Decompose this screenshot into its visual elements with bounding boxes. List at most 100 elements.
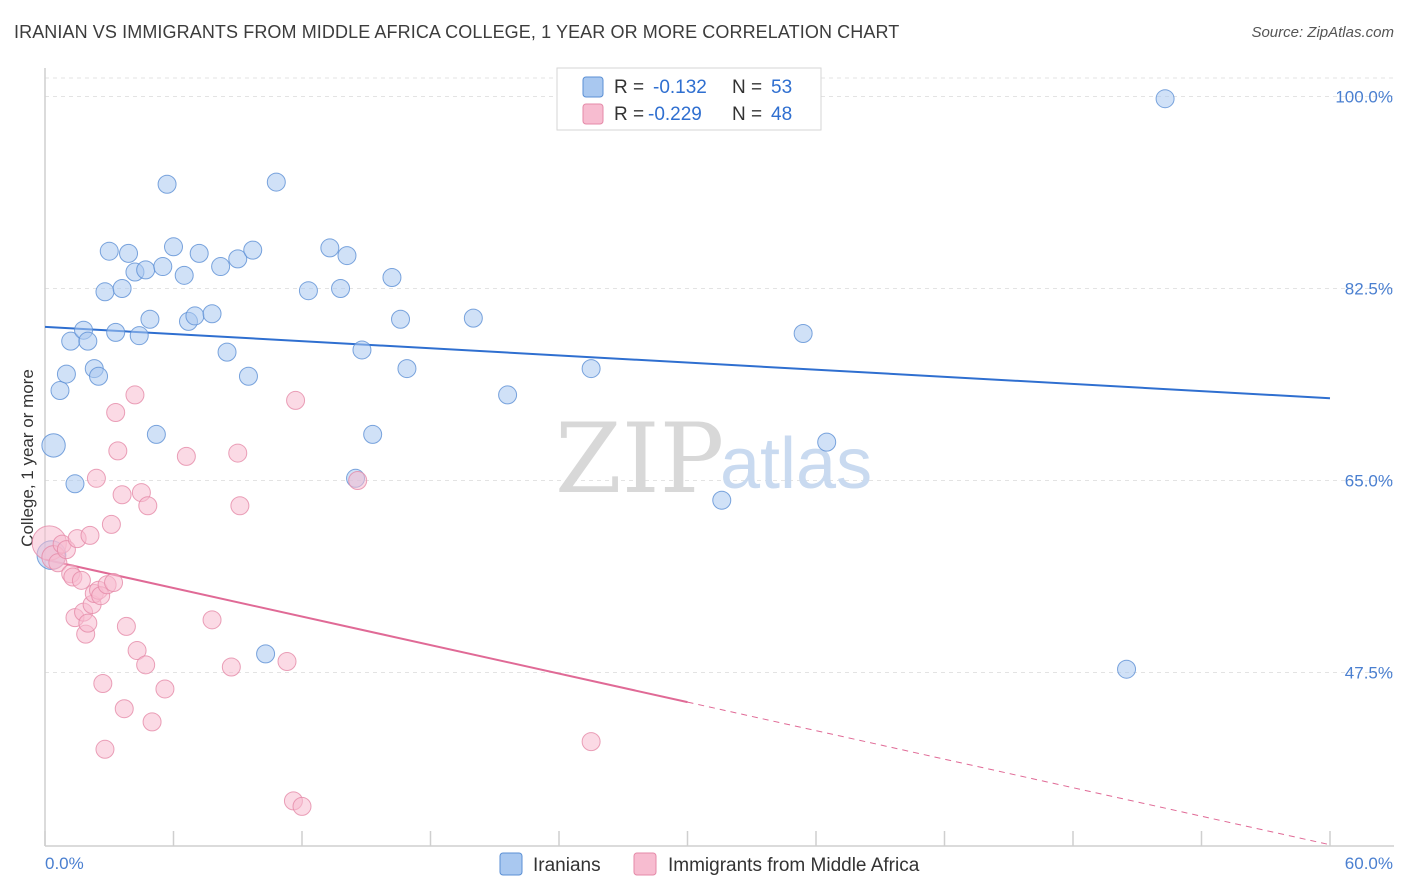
middle-africa-point	[142, 712, 162, 732]
iranians-point	[1155, 89, 1175, 109]
points-layer	[31, 89, 1175, 816]
series-swatch-iranians	[499, 852, 523, 876]
series-label-middle-africa: Immigrants from Middle Africa	[668, 855, 920, 876]
iranians-point	[136, 260, 156, 280]
iranians-point	[119, 243, 139, 263]
iranians-point	[352, 340, 372, 360]
iranians-point	[243, 240, 263, 260]
iranians-point	[189, 243, 209, 263]
iranians-point	[78, 331, 98, 351]
iranians-point	[164, 237, 183, 257]
middle-africa-point	[95, 739, 115, 759]
legend-r-label: R =	[614, 77, 644, 98]
middle-africa-point	[277, 652, 297, 672]
watermark-atlas: atlas	[720, 424, 872, 504]
y-tick-label: 47.5%	[1345, 664, 1393, 683]
iranians-point	[320, 238, 340, 258]
axis-layer: College, 1 year or more 0.0% 60.0%	[18, 68, 1394, 873]
iranians-point	[56, 364, 76, 384]
iranians-point	[397, 359, 417, 379]
iranians-point	[217, 342, 237, 362]
middle-africa-point	[80, 525, 100, 545]
legend-r-value: -0.132	[653, 77, 707, 98]
middle-africa-point	[112, 485, 132, 505]
middle-africa-trend-line-extension	[687, 701, 1331, 846]
middle-africa-point	[221, 657, 241, 677]
middle-africa-point	[101, 514, 121, 534]
x-tick-label-max: 60.0%	[1345, 854, 1393, 873]
series-legend: Iranians Immigrants from Middle Africa	[499, 852, 920, 876]
iranians-point	[50, 381, 70, 401]
middle-africa-point	[93, 673, 113, 693]
source-credit: Source: ZipAtlas.com	[1251, 24, 1394, 41]
iranians-point	[89, 366, 109, 386]
middle-africa-point	[292, 796, 312, 816]
y-axis-title: College, 1 year or more	[18, 369, 37, 547]
iranians-point	[337, 246, 357, 266]
watermark: ZIP atlas	[555, 403, 872, 515]
legend-n-value: 48	[771, 104, 792, 125]
x-tick-label-min: 0.0%	[45, 854, 84, 873]
iranians-point	[463, 308, 483, 328]
iranians-point	[65, 474, 85, 494]
iranians-point	[391, 309, 411, 329]
legend-swatch-middle-africa	[582, 103, 604, 125]
iranians-point	[238, 366, 258, 386]
middle-africa-point	[127, 641, 147, 661]
iranians-point	[581, 359, 601, 379]
iranians-point	[157, 174, 177, 194]
iranians-point	[363, 424, 383, 444]
middle-africa-point	[104, 573, 124, 593]
iranians-point	[185, 306, 205, 326]
iranians-point	[382, 268, 402, 288]
iranians-point	[298, 281, 318, 301]
iranians-point	[129, 326, 149, 346]
middle-africa-point	[78, 613, 98, 633]
legend-n-label: N =	[732, 104, 762, 125]
series-swatch-middle-africa	[633, 852, 657, 876]
middle-africa-point	[48, 553, 68, 573]
legend-n-value: 53	[771, 77, 792, 98]
iranians-point	[266, 172, 286, 192]
middle-africa-point	[202, 610, 222, 630]
iranians-point	[793, 323, 813, 343]
middle-africa-point	[228, 443, 248, 463]
iranians-point	[174, 265, 194, 285]
middle-africa-point	[108, 441, 128, 461]
iranians-point	[712, 490, 732, 510]
middle-africa-point	[136, 655, 156, 675]
trend-layer	[44, 325, 1331, 846]
legend-n-label: N =	[732, 77, 762, 98]
legend-swatch-iranians	[582, 76, 604, 98]
middle-africa-point	[230, 496, 250, 516]
watermark-zip: ZIP	[555, 403, 724, 515]
middle-africa-point	[86, 468, 106, 488]
legend-r-label: R =	[614, 104, 644, 125]
iranians-trend-line	[44, 325, 1331, 400]
chart-title: IRANIAN VS IMMIGRANTS FROM MIDDLE AFRICA…	[14, 22, 900, 42]
iranians-point	[817, 432, 837, 452]
y-tick-label: 100.0%	[1335, 88, 1393, 107]
middle-africa-point	[138, 496, 158, 516]
middle-africa-point	[176, 446, 196, 466]
iranians-point	[95, 282, 115, 302]
iranians-point	[153, 257, 173, 277]
y-tick-label: 82.5%	[1345, 280, 1393, 299]
iranians-point	[146, 424, 166, 444]
iranians-point	[106, 322, 126, 342]
y-tick-label: 65.0%	[1345, 472, 1393, 491]
iranians-point	[211, 257, 231, 277]
iranians-point	[202, 304, 222, 324]
iranians-point	[140, 309, 160, 329]
iranians-point	[228, 249, 248, 269]
iranians-point	[112, 279, 132, 298]
middle-africa-point	[71, 570, 91, 590]
iranians-point	[498, 385, 518, 405]
middle-africa-point	[106, 402, 126, 422]
series-label-iranians: Iranians	[533, 855, 601, 876]
correlation-legend: R = -0.132 N = 53 R = -0.229 N = 48	[556, 67, 822, 131]
iranians-point	[331, 279, 351, 298]
middle-africa-point	[581, 732, 601, 752]
iranians-point	[41, 433, 66, 458]
